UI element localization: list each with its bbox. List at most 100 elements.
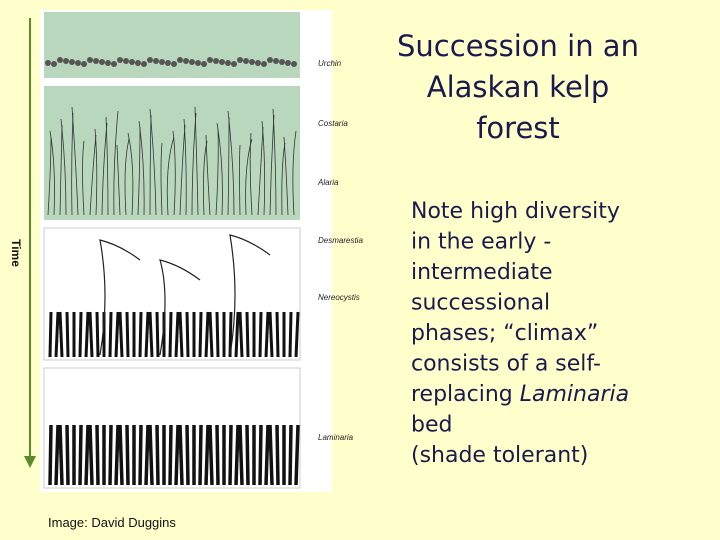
stipe [288, 311, 293, 358]
frond [71, 106, 79, 216]
laminaria [215, 424, 220, 486]
laminaria [258, 424, 263, 486]
urchin [81, 61, 87, 67]
stipe [138, 311, 143, 358]
urchin [207, 57, 213, 63]
laminaria [138, 424, 143, 486]
frond [149, 114, 152, 216]
urchin [237, 57, 243, 63]
body-line: intermediate [411, 260, 553, 285]
laminaria [234, 424, 240, 486]
urchin [45, 60, 51, 66]
frond [257, 126, 264, 216]
stipe [108, 311, 113, 358]
nereocystis [159, 259, 201, 356]
stipe [234, 311, 240, 358]
frond [60, 118, 67, 216]
urchin [153, 58, 159, 64]
species-label: Urchin [318, 59, 342, 68]
laminaria [198, 424, 203, 486]
laminaria [168, 424, 173, 486]
urchin [189, 59, 195, 65]
body-line: replacing Laminaria [411, 382, 629, 407]
figure: Time Image: David Duggins [9, 10, 332, 530]
urchin [219, 59, 225, 65]
urchin [231, 61, 237, 67]
species-label: Laminaria [318, 433, 354, 442]
laminaria [185, 424, 190, 486]
axis-label: Time [9, 239, 23, 267]
urchin [87, 57, 93, 63]
frond [94, 128, 98, 216]
laminaria [208, 424, 214, 486]
urchin [141, 61, 147, 67]
laminaria [204, 424, 210, 486]
frond [283, 136, 289, 216]
credit: Image: David Duggins [48, 515, 176, 530]
frond [160, 142, 163, 216]
frond [49, 130, 55, 216]
frond [127, 132, 134, 216]
stipe [114, 311, 120, 358]
urchin [63, 58, 69, 64]
stipe [118, 311, 124, 358]
stipe [174, 311, 180, 358]
urchin [255, 60, 261, 66]
kelp-drawing [45, 57, 300, 486]
body-run: (shade tolerant) [411, 443, 588, 468]
title-line: Alaskan kelp [427, 70, 610, 104]
stipe [144, 311, 150, 358]
stipe [208, 311, 214, 358]
frond [269, 114, 275, 216]
urchin [99, 59, 105, 65]
frond [71, 112, 74, 216]
stipe [275, 311, 280, 358]
laminaria [48, 424, 53, 486]
frond [113, 110, 119, 216]
urchin [165, 60, 171, 66]
species-label: Costaria [318, 119, 348, 128]
stipe [178, 311, 184, 358]
stipe [258, 311, 263, 358]
stipe [65, 311, 70, 358]
body-line: (shade tolerant) [411, 443, 588, 468]
frond [227, 116, 230, 216]
urchin [105, 60, 111, 66]
laminaria [78, 424, 83, 486]
stipe [88, 311, 94, 358]
nereocystis [99, 239, 141, 356]
frond [216, 122, 223, 216]
laminaria [84, 424, 90, 486]
laminaria [114, 424, 120, 486]
urchin [93, 58, 99, 64]
urchin [171, 61, 177, 67]
stipe [54, 311, 60, 358]
frond [105, 116, 109, 216]
laminaria [155, 424, 160, 486]
urchin [249, 59, 255, 65]
frond [227, 110, 235, 216]
urchin [129, 59, 135, 65]
body-run: consists of a self- [411, 352, 601, 377]
frond [261, 120, 266, 216]
urchin [201, 61, 207, 67]
panel-mid [44, 86, 300, 220]
urchin [291, 61, 297, 67]
laminaria [178, 424, 184, 486]
urchin [213, 58, 219, 64]
laminaria [245, 424, 250, 486]
frond [249, 132, 253, 216]
frond [149, 108, 157, 216]
urchin [117, 57, 123, 63]
urchin [147, 57, 153, 63]
body-line: consists of a self- [411, 352, 601, 377]
frond [272, 108, 277, 216]
stipe [84, 311, 90, 358]
laminaria [228, 424, 233, 486]
frond [292, 130, 297, 216]
body-run: Laminaria [520, 382, 629, 407]
stipe [95, 311, 100, 358]
stipe [78, 311, 83, 358]
urchin [195, 60, 201, 66]
